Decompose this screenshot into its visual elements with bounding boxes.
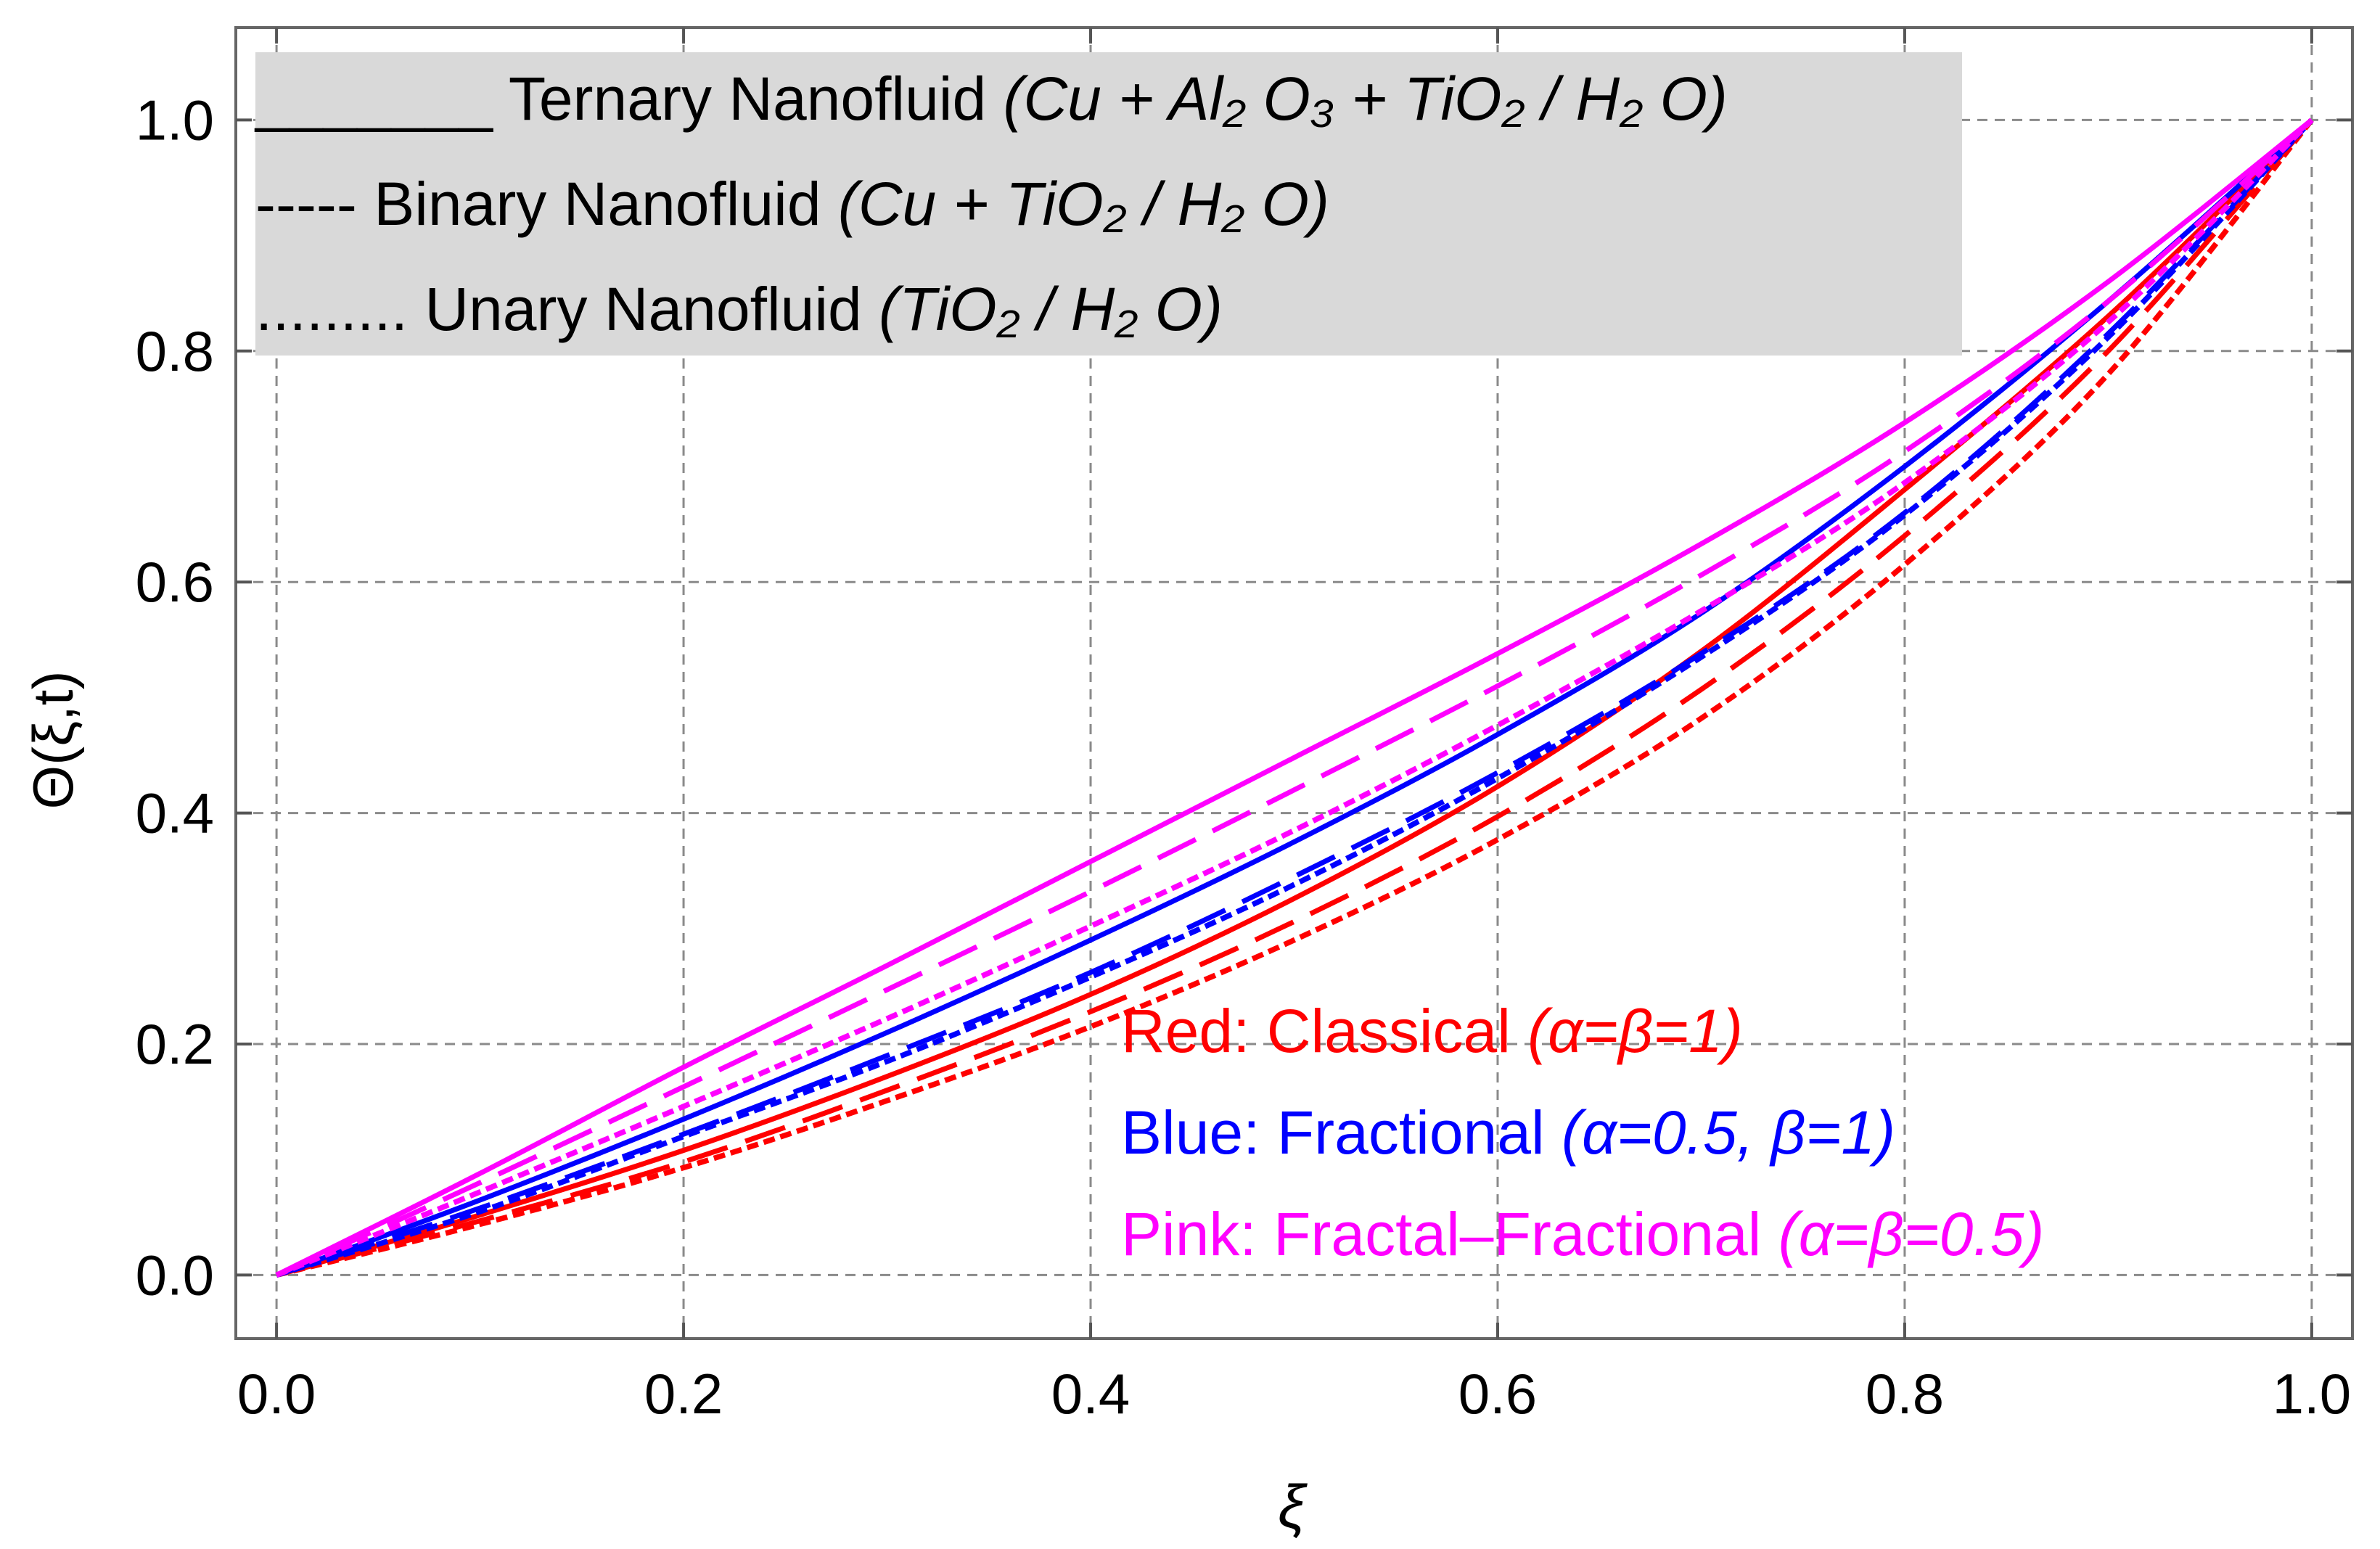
- legend-entry: ----- Binary Nanofluid (Cu + TiO₂ / H₂ O…: [255, 170, 1329, 238]
- legend-formula: (Cu + TiO₂ / H₂ O): [838, 170, 1329, 238]
- y-tick-label: 0.8: [136, 319, 214, 383]
- legend-name: Unary Nanofluid: [424, 275, 879, 343]
- legend-formula: (Cu + Al₂ O₃ + TiO₂ / H₂ O): [1004, 65, 1728, 133]
- series-line-red-dotted: [276, 118, 2314, 1278]
- y-tick-label: 0.4: [136, 781, 214, 845]
- x-tick-label: 1.0: [2273, 1362, 2351, 1426]
- legend-sample: -----: [255, 170, 374, 238]
- legend-color-model: Classical: [1267, 997, 1527, 1065]
- legend-color-model: Fractal–Fractional: [1273, 1200, 1778, 1268]
- legend-color-params: (α=0.5, β=1): [1562, 1098, 1895, 1167]
- legend-color-params: (α=β=0.5): [1778, 1200, 2045, 1268]
- series-line-blue-dotted: [275, 118, 2314, 1278]
- legend-entry: ......... Unary Nanofluid (TiO₂ / H₂ O): [255, 275, 1223, 343]
- series-line-pink-dotted: [275, 118, 2314, 1278]
- legend-color-entry: Pink: Fractal–Fractional (α=β=0.5): [1121, 1200, 2044, 1268]
- legend-colors: Red: Classical (α=β=1) Blue: Fractional (…: [1121, 997, 2044, 1268]
- y-axis-label: Θ(ξ,t): [21, 671, 85, 810]
- series-line-red-dashed: [276, 118, 2314, 1278]
- x-axis-label: ξ: [1278, 1472, 1308, 1540]
- y-tick-label: 0.6: [136, 550, 214, 614]
- legend-sample: _______: [254, 65, 509, 133]
- series-line-pink-solid: [275, 118, 2314, 1278]
- series-line-blue-solid: [275, 118, 2314, 1278]
- plot-frame: [234, 26, 2354, 1340]
- legend-color-params: (α=β=1): [1527, 997, 1743, 1065]
- legend-line-styles: _______ Ternary Nanofluid (Cu + Al₂ O₃ +…: [254, 52, 1962, 356]
- series-lines: [275, 118, 2314, 1278]
- series-line-pink-dashed: [275, 118, 2314, 1278]
- x-tick-label: 0.4: [1051, 1362, 1130, 1426]
- legend-sample: .........: [255, 275, 424, 343]
- x-tick-label: 0.6: [1458, 1362, 1537, 1426]
- x-tick-label: 0.8: [1866, 1362, 1944, 1426]
- legend-formula: (TiO₂ / H₂ O): [879, 275, 1223, 343]
- legend-color-label: Red:: [1121, 997, 1267, 1065]
- y-tick-label: 0.0: [136, 1243, 214, 1307]
- legend-entry: _______ Ternary Nanofluid (Cu + Al₂ O₃ +…: [254, 65, 1728, 133]
- legend-color-label: Blue:: [1121, 1098, 1277, 1167]
- y-tick-label: 1.0: [136, 88, 214, 152]
- legend-box: [255, 52, 1962, 356]
- legend-color-entry: Blue: Fractional (α=0.5, β=1): [1121, 1098, 1895, 1167]
- legend-name: Binary Nanofluid: [374, 170, 838, 238]
- legend-color-entry: Red: Classical (α=β=1): [1121, 997, 1743, 1065]
- legend-color-label: Pink:: [1121, 1200, 1273, 1268]
- x-tick-label: 0.0: [237, 1362, 316, 1426]
- axis-ticks: 0.0 0.2 0.4 0.6 0.8 1.0 0.0 0.2 0.4 0.6 0.8 1.0: [136, 28, 2352, 1426]
- legend-color-model: Fractional: [1277, 1098, 1562, 1167]
- y-tick-label: 0.2: [136, 1012, 214, 1076]
- legend-name: Ternary Nanofluid: [509, 65, 1004, 133]
- x-tick-label: 0.2: [644, 1362, 723, 1426]
